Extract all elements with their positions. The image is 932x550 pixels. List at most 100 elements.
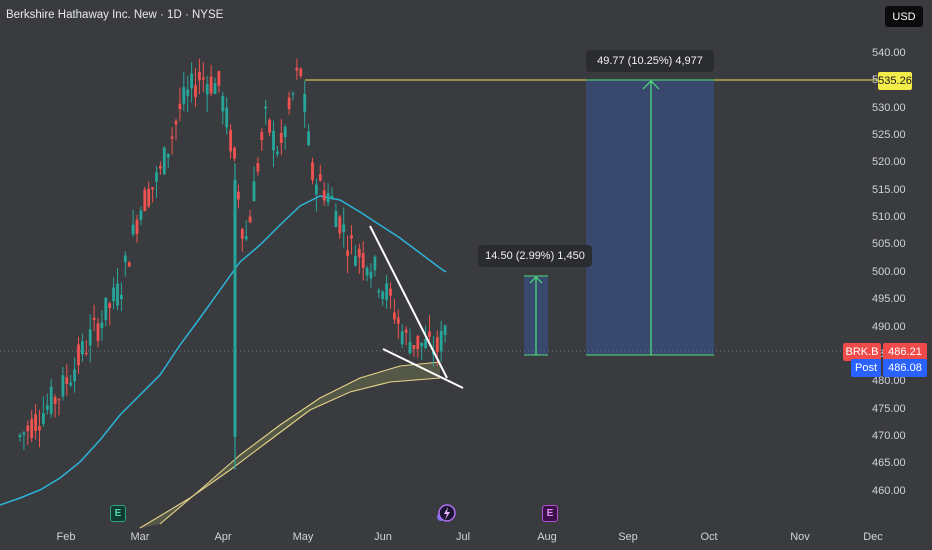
candle: [393, 298, 396, 325]
candle: [147, 181, 151, 209]
candle: [139, 206, 143, 226]
candle: [18, 432, 22, 442]
candle: [264, 99, 268, 126]
time-axis-label: Jul: [455, 531, 471, 543]
candle: [248, 209, 252, 224]
price-axis-label: 525.00: [872, 129, 906, 142]
symbol-badge: BRK.B: [843, 343, 881, 361]
candle: [318, 164, 322, 182]
candle: [385, 275, 388, 309]
candle: [311, 157, 314, 185]
price-axis-label: 495.00: [872, 293, 906, 306]
time-axis-label: Apr: [214, 531, 232, 543]
candle: [84, 339, 88, 357]
candle: [34, 404, 37, 440]
candle: [221, 91, 225, 125]
price-axis-label: 500.00: [872, 265, 906, 278]
candle: [112, 277, 115, 310]
candle-april-spike: [233, 163, 237, 470]
candle: [428, 315, 431, 341]
last-price-marker: 486.21: [883, 343, 927, 361]
candle: [116, 268, 119, 311]
candle: [291, 91, 295, 101]
post-market-price-marker: 486.08: [883, 359, 927, 377]
candle: [205, 75, 209, 112]
candle: [256, 157, 260, 176]
moving-average-band: [139, 361, 441, 529]
candle: [350, 225, 353, 255]
candle: [26, 420, 30, 445]
candle: [389, 282, 392, 309]
candlesticks: [18, 58, 447, 470]
candle: [400, 324, 404, 349]
candle: [334, 203, 338, 228]
candle: [260, 128, 264, 152]
currency-button[interactable]: USD: [885, 6, 923, 27]
candle: [38, 409, 41, 448]
candle: [381, 290, 385, 307]
candle: [396, 309, 400, 339]
candle: [30, 410, 34, 443]
time-axis-label: Aug: [537, 531, 557, 543]
earnings-icon[interactable]: E: [110, 505, 126, 522]
candle: [120, 282, 123, 312]
candle: [92, 304, 96, 332]
candle: [229, 124, 232, 159]
candle: [361, 241, 365, 281]
price-axis-label: 475.00: [872, 402, 906, 415]
candle: [65, 364, 69, 396]
price-axis-label: 490.00: [872, 320, 906, 333]
price-axis-label: 530.00: [872, 101, 906, 114]
band-fill: [140, 362, 440, 528]
candle: [412, 345, 416, 357]
time-axis-label: Jun: [374, 531, 392, 543]
candle: [151, 187, 154, 203]
price-axis-label: 540.00: [872, 47, 906, 59]
candle: [81, 333, 84, 362]
dividend-icon[interactable]: [433, 503, 457, 523]
price-axis-label: 515.00: [872, 183, 906, 196]
candle: [123, 251, 127, 277]
candle: [439, 320, 443, 362]
moving-average-path: [0, 195, 447, 506]
candle: [237, 184, 240, 209]
earnings-icon[interactable]: E: [542, 505, 558, 522]
candle: [77, 336, 80, 374]
band-lower: [139, 377, 441, 529]
price-axis-label: 520.00: [872, 156, 906, 169]
candle: [53, 394, 57, 418]
candle: [178, 87, 182, 121]
measure-small-arrowhead: [529, 276, 543, 284]
candle: [244, 220, 248, 242]
candle: [127, 260, 131, 268]
candle: [342, 207, 346, 248]
measure-large-label: 49.77 (10.25%) 4,977: [586, 50, 714, 72]
candle: [190, 62, 193, 103]
candle: [420, 342, 424, 361]
candle: [272, 120, 275, 168]
candle: [315, 178, 318, 212]
candle: [22, 431, 26, 450]
candle: [408, 328, 412, 355]
candle: [96, 317, 100, 348]
candle: [276, 145, 279, 157]
candle: [443, 324, 447, 343]
candle: [252, 166, 256, 202]
moving-average-line: [0, 195, 447, 506]
candle: [42, 396, 45, 428]
time-axis-label: Oct: [700, 531, 718, 543]
drawings[interactable]: [305, 79, 880, 389]
candle: [209, 64, 213, 97]
candle: [299, 67, 303, 79]
candle: [233, 146, 236, 162]
candle: [104, 297, 108, 327]
candle: [377, 287, 381, 299]
candle: [295, 58, 299, 80]
candle: [57, 397, 61, 416]
time-axis-label: Dec: [863, 531, 883, 543]
measure-large-box: [586, 80, 714, 355]
candle: [69, 374, 73, 388]
candle: [225, 97, 229, 135]
candle: [416, 335, 420, 358]
